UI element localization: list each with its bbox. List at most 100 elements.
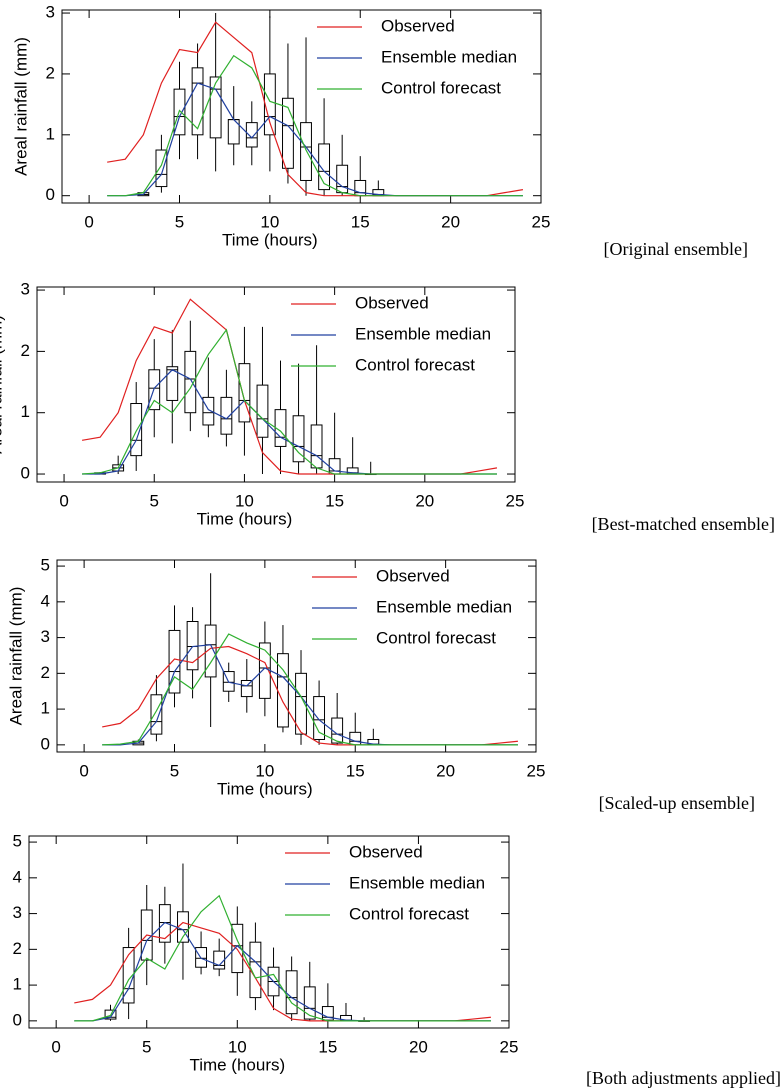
box [300, 122, 312, 181]
box [321, 1006, 334, 1021]
box [158, 904, 171, 943]
box [303, 986, 316, 1020]
x-tick-label: 10 [235, 491, 254, 510]
y-axis-label: Areal rainfall (mm) [6, 587, 25, 726]
box [263, 73, 276, 136]
x-axis-label: Time (hours) [222, 230, 318, 249]
x-tick-label: 0 [84, 212, 93, 231]
box [231, 923, 244, 974]
y-tick-label: 0 [13, 1010, 22, 1029]
y-tick-label: 0 [21, 464, 30, 483]
x-tick-label: 20 [436, 761, 455, 780]
y-tick-label: 1 [21, 402, 30, 421]
x-axis-label: Time (hours) [197, 509, 293, 528]
caption: [Both adjustments applied] [586, 1068, 781, 1088]
x-tick-label: 5 [150, 491, 159, 510]
x-tick-label: 0 [51, 1037, 60, 1056]
box [277, 653, 289, 728]
x-tick-label: 0 [59, 491, 68, 510]
series-line [102, 633, 518, 746]
legend-label: Observed [381, 16, 455, 35]
y-tick-label: 5 [13, 832, 22, 851]
box [202, 396, 215, 426]
y-tick-label: 0 [46, 185, 55, 204]
y-tick-label: 3 [46, 3, 55, 22]
box [209, 76, 222, 139]
series-line [74, 921, 491, 1022]
box [313, 696, 326, 740]
caption: [Original ensemble] [604, 239, 748, 259]
y-axis-label: Areal rainfall (mm) [0, 315, 5, 454]
x-tick-label: 15 [346, 761, 365, 780]
y-tick-label: 1 [41, 699, 50, 718]
box [285, 970, 298, 1015]
x-tick-label: 10 [260, 212, 279, 231]
y-tick-label: 2 [21, 341, 30, 360]
plot-frame [28, 835, 510, 1029]
caption: [Best-matched ensemble] [592, 514, 775, 534]
series-line [82, 328, 497, 475]
x-axis-label: Time (hours) [189, 1055, 285, 1074]
x-tick-label: 25 [527, 761, 546, 780]
legend-label: Ensemble median [381, 47, 517, 66]
box [213, 950, 226, 970]
series-line [107, 54, 523, 197]
legend-label: Observed [355, 293, 429, 312]
x-tick-label: 15 [318, 1037, 337, 1056]
box [184, 350, 197, 414]
box [155, 149, 168, 188]
box [292, 415, 305, 463]
legend-label: Ensemble median [355, 324, 491, 343]
legend-label: Observed [376, 566, 450, 585]
y-tick-label: 2 [13, 939, 22, 958]
box [282, 97, 294, 169]
box [168, 629, 181, 694]
legend-label: Ensemble median [349, 873, 485, 892]
box [310, 424, 323, 469]
x-tick-label: 0 [79, 761, 88, 780]
y-tick-label: 3 [21, 280, 30, 299]
legend-label: Ensemble median [376, 597, 512, 616]
legend-label: Control forecast [376, 628, 496, 647]
series-line [74, 921, 491, 1022]
x-tick-label: 20 [409, 1037, 428, 1056]
x-tick-label: 20 [415, 491, 434, 510]
y-tick-label: 4 [41, 591, 50, 610]
caption: [Scaled-up ensemble] [599, 793, 755, 813]
legend-label: Control forecast [355, 355, 475, 374]
x-tick-label: 5 [142, 1037, 151, 1056]
x-axis-label: Time (hours) [217, 779, 313, 798]
x-tick-label: 20 [441, 212, 460, 231]
box [336, 164, 349, 194]
box [349, 731, 362, 746]
x-tick-label: 10 [255, 761, 274, 780]
box [204, 624, 217, 678]
legend-label: Control forecast [349, 904, 469, 923]
series-line [82, 369, 497, 475]
x-tick-label: 15 [351, 212, 370, 231]
y-tick-label: 5 [41, 556, 50, 575]
y-tick-label: 1 [46, 124, 55, 143]
box [245, 122, 258, 148]
plot-frame [56, 559, 537, 753]
x-tick-label: 25 [506, 491, 525, 510]
y-tick-label: 4 [13, 867, 22, 886]
x-tick-label: 10 [228, 1037, 247, 1056]
legend-label: Control forecast [381, 78, 501, 97]
x-tick-label: 15 [325, 491, 344, 510]
y-axis-label: Areal rainfall (mm) [11, 37, 30, 176]
box [166, 366, 179, 401]
plot-frame [36, 286, 516, 483]
box [130, 403, 143, 457]
y-tick-label: 0 [41, 734, 50, 753]
box [240, 679, 253, 698]
x-tick-label: 5 [175, 212, 184, 231]
box [191, 67, 204, 136]
x-tick-label: 25 [500, 1037, 519, 1056]
y-tick-label: 2 [41, 663, 50, 682]
box [150, 694, 163, 735]
y-tick-label: 3 [13, 903, 22, 922]
plot-frame [61, 9, 542, 204]
box [256, 384, 269, 438]
